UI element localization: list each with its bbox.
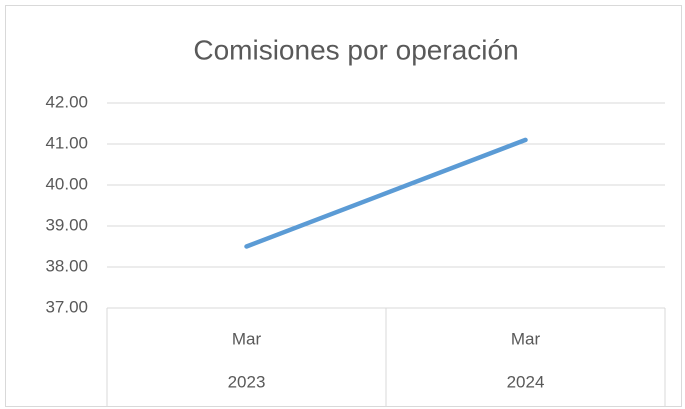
y-tick-label: 39.00	[45, 215, 88, 234]
y-tick-label: 42.00	[45, 92, 88, 111]
y-tick-label: 41.00	[45, 133, 88, 152]
y-tick-label: 38.00	[45, 256, 88, 275]
x-group-label: 2023	[228, 372, 266, 391]
line-series	[244, 137, 528, 249]
y-tick-label: 37.00	[45, 297, 88, 316]
chart-title: Comisiones por operación	[193, 34, 518, 65]
chart-border	[5, 5, 682, 407]
x-tick-label: Mar	[511, 329, 541, 348]
x-group-label: 2024	[507, 372, 545, 391]
y-tick-label: 40.00	[45, 174, 88, 193]
x-tick-label: Mar	[232, 329, 262, 348]
